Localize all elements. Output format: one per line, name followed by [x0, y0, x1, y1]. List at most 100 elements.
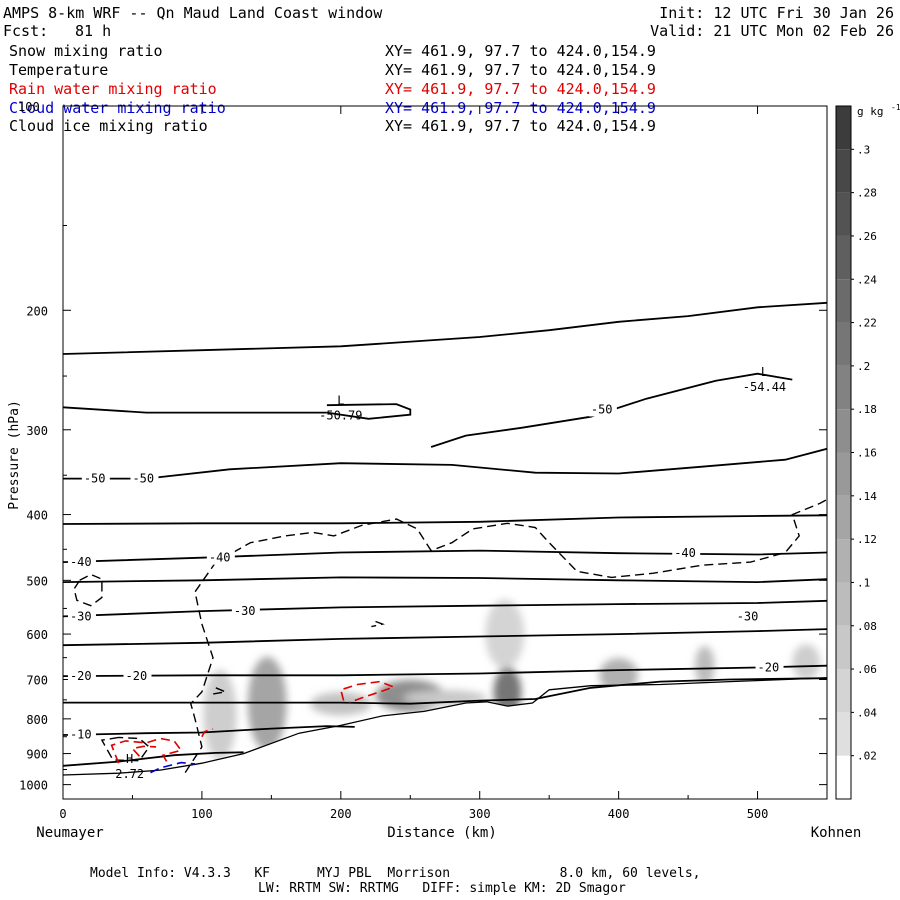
colorbar-swatch — [836, 409, 851, 453]
colorbar: .02 .04 .06 .08 .1 .12 .14 .16 .18 .2 .22 .24 .26 .28… — [835, 103, 900, 800]
x-tick-label: 500 — [747, 807, 769, 821]
colorbar-swatch — [836, 625, 851, 670]
isotherm — [63, 406, 327, 414]
isotherm — [63, 576, 827, 584]
x-axis-label: Distance (km) — [387, 825, 497, 841]
colorbar-tick-label: .18 — [857, 403, 877, 416]
model-physics: LW: RRTM SW: RRTMG DIFF: simple KM: 2D S… — [258, 881, 626, 896]
contour-layer — [63, 301, 827, 799]
colorbar-tick-label: .24 — [857, 273, 877, 286]
snow-blob — [792, 644, 821, 681]
y-tick-label: 400 — [26, 509, 48, 523]
isotherm — [63, 549, 827, 563]
colorbar-swatch — [836, 149, 851, 193]
extremum-value: 2.72 — [115, 767, 144, 781]
field-name: Rain water mixing ratio — [9, 80, 217, 98]
snow-blob — [203, 670, 237, 761]
snow-blob — [695, 645, 715, 686]
extremum-marker: L — [761, 365, 768, 379]
colorbar-swatch — [836, 755, 851, 799]
colorbar-tick-label: .12 — [857, 533, 877, 546]
colorbar-swatch — [836, 106, 851, 150]
isotherm-label: -40 — [674, 546, 696, 560]
field-xy: XY= 461.9, 97.7 to 424.0,154.9 — [385, 61, 656, 79]
cloud-ice-contour — [100, 736, 151, 762]
y-tick-label: 300 — [26, 424, 48, 438]
isotherm — [326, 403, 412, 420]
top-left-tick-label: 100 — [18, 100, 40, 114]
extremum-marker: L — [337, 394, 344, 408]
plot-frame — [62, 105, 828, 800]
field-xy: XY= 461.9, 97.7 to 424.0,154.9 — [385, 42, 656, 60]
snow-blob — [485, 599, 525, 669]
isotherm — [63, 677, 827, 705]
model-info: Model Info: V4.3.3 KF MYJ PBL Morrison 8… — [90, 866, 701, 881]
isotherm-label: -20 — [70, 669, 92, 683]
y-tick-label: 600 — [26, 628, 48, 642]
isotherm-label: -50 — [84, 472, 106, 486]
isotherm-label-bg — [672, 546, 701, 561]
isotherm — [63, 628, 827, 647]
x-tick-label: 200 — [330, 807, 352, 821]
colorbar-tick-label: .22 — [857, 317, 877, 330]
extremum-value: -50.79 — [319, 409, 362, 423]
isotherm-label: -20 — [758, 660, 780, 674]
isotherm — [63, 599, 827, 618]
isotherm-label-bg — [734, 609, 763, 624]
colorbar-swatch — [836, 712, 851, 756]
colorbar-tick-label: .26 — [857, 230, 877, 243]
isotherm-label: -30 — [234, 604, 256, 618]
y-tick-label: 200 — [26, 304, 48, 318]
colorbar-swatch — [836, 452, 851, 496]
isotherm-label: -50 — [132, 472, 154, 486]
cloud-water-contour — [150, 761, 196, 774]
isotherm-label-bg — [755, 660, 784, 675]
isotherm-label: -50 — [591, 402, 613, 416]
colorbar-swatch — [836, 539, 851, 583]
colorbar-swatch — [836, 669, 851, 713]
field-name: Cloud ice mixing ratio — [9, 117, 208, 135]
field-xy: XY= 461.9, 97.7 to 424.0,154.9 — [385, 80, 656, 98]
isotherm-label-bg — [81, 471, 110, 486]
colorbar-tick-label: .02 — [857, 750, 877, 763]
y-tick-label: 700 — [26, 674, 48, 688]
isotherm-label: -30 — [70, 609, 92, 623]
y-tick-label: 1000 — [19, 779, 48, 793]
cloud-ice-contour — [184, 498, 827, 773]
colorbar-tick-label: .3 — [857, 143, 870, 156]
forecast-label: Fcst: — [3, 22, 49, 40]
snow-blob — [247, 656, 287, 751]
axes: 0 100 200 300 400 500 200 300 400 500 600 700 800 900… — [19, 106, 827, 821]
isotherm-label: -10 — [70, 727, 92, 741]
colorbar-swatch — [836, 495, 851, 540]
isotherm-label-bg — [67, 669, 96, 684]
isotherm — [430, 372, 793, 448]
terrain-fill — [63, 677, 827, 799]
isotherm-label: -30 — [737, 609, 759, 623]
colorbar-tick-label: .28 — [857, 187, 877, 200]
cloud-ice-contour — [208, 687, 228, 696]
cloud-ice-contour — [73, 573, 103, 607]
isotherm-label-bg — [67, 727, 96, 742]
y-tick-label: 500 — [26, 574, 48, 588]
colorbar-swatch — [836, 192, 851, 236]
isotherm-label-bg — [588, 402, 617, 417]
isotherm-label: -40 — [70, 555, 92, 569]
isotherm — [63, 301, 827, 355]
isotherm — [63, 514, 827, 525]
colorbar-tick-label: .08 — [857, 620, 877, 633]
isotherm — [63, 447, 827, 480]
extremum-value: -54.44 — [743, 380, 786, 394]
x-tick-label: 100 — [191, 807, 213, 821]
terrain-line — [63, 677, 827, 776]
rain-contour — [130, 745, 157, 757]
isotherm-label: -40 — [209, 551, 231, 565]
left-endpoint: Neumayer — [36, 825, 103, 841]
colorbar-swatch — [836, 365, 851, 410]
y-tick-label: 900 — [26, 748, 48, 762]
isotherm-label-bg — [67, 609, 96, 624]
isotherm-label-bg — [231, 604, 260, 619]
y-tick-label: 800 — [26, 713, 48, 727]
init-time: Init: 12 UTC Fri 30 Jan 26 — [659, 4, 894, 22]
colorbar-unit-exponent: -1 — [891, 103, 900, 112]
